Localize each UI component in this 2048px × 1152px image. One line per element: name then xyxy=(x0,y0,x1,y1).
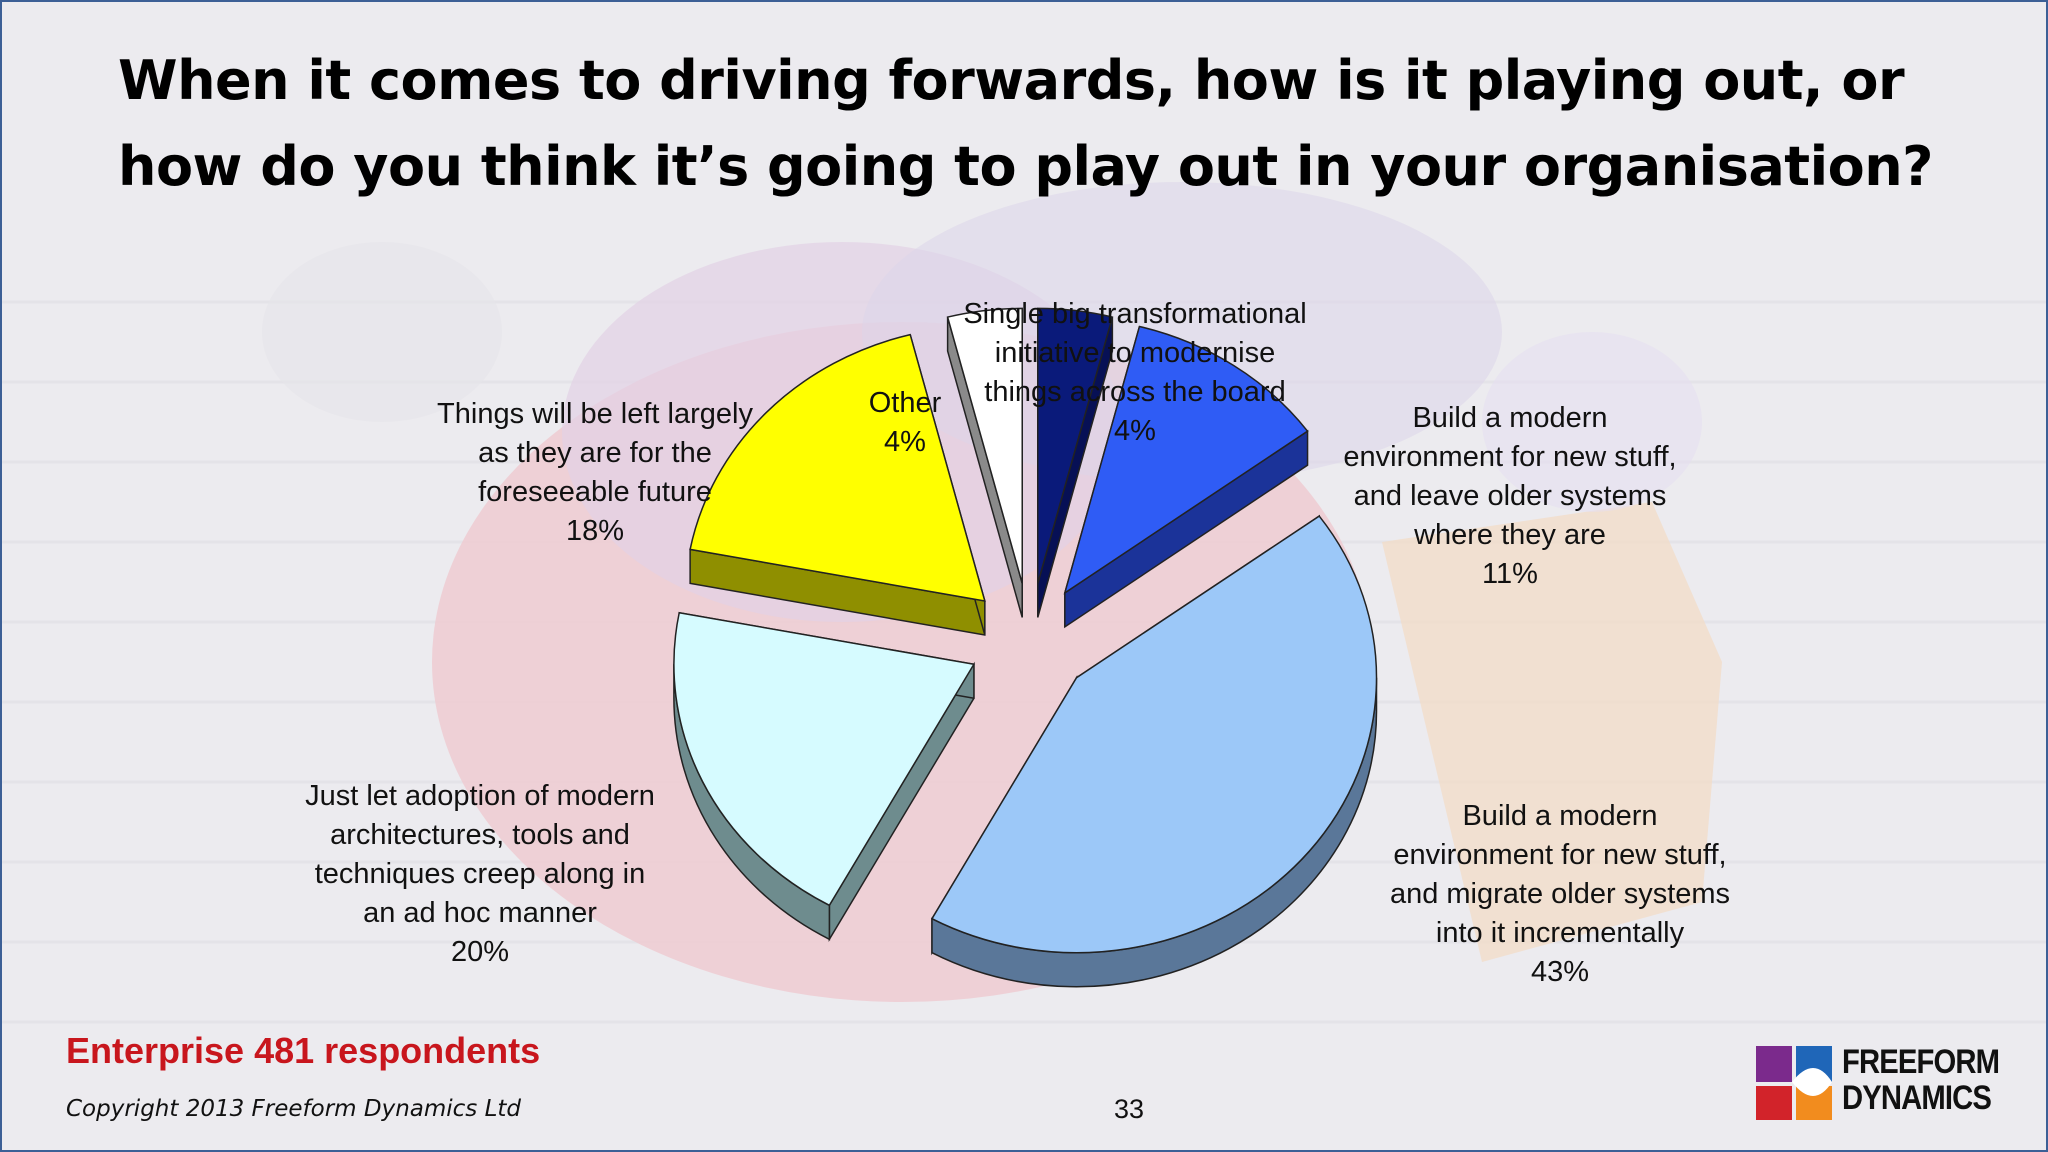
pie-slice-left-as-they-are xyxy=(689,333,986,636)
slice-label-text: Build a modern environment for new stuff… xyxy=(1343,402,1677,551)
slice-label-percent: 43% xyxy=(1530,956,1590,988)
slice-top-face xyxy=(946,307,1023,584)
slice-label-ad-hoc-adoption: Just let adoption of modern architecture… xyxy=(270,738,690,1011)
slice-label-percent: 20% xyxy=(450,936,510,968)
slice-label-migrate-incrementally: Build a modern environment for new stuff… xyxy=(1350,758,1770,1031)
copyright-text: Copyright 2013 Freeform Dynamics Ltd xyxy=(66,1096,522,1122)
logo-line-1: FREEFORM xyxy=(1842,1043,2000,1081)
slice-label-leave-older-systems: Build a modern environment for new stuff… xyxy=(1300,360,1720,633)
slice-label-percent: 18% xyxy=(565,515,625,547)
freeform-dynamics-logo-icon xyxy=(1756,1046,1832,1120)
slice-label-text: Other xyxy=(868,387,942,419)
pie-slice-migrate-incrementally xyxy=(930,514,1378,988)
slice-label-percent: 11% xyxy=(1482,558,1538,590)
slice-label-other: Other 4% xyxy=(840,345,970,501)
slice-top-face xyxy=(1037,307,1114,584)
page-number: 33 xyxy=(1114,1094,1145,1124)
logo-wordmark: FREEFORM DYNAMICS xyxy=(1842,1043,2000,1117)
pie-slice-ad-hoc-adoption xyxy=(673,611,976,942)
slice-label-percent: 4% xyxy=(884,426,926,458)
pie-slice-other xyxy=(946,307,1023,618)
slice-label-single-big-initiative: Single big transformational initiative t… xyxy=(920,256,1350,490)
slice-label-percent: 4% xyxy=(1114,415,1156,447)
slice-top-face xyxy=(673,611,976,907)
respondents-note: Enterprise 481 respondents xyxy=(66,1030,541,1071)
slice-label-text: Build a modern environment for new stuff… xyxy=(1389,800,1731,949)
slice-top-face xyxy=(1063,325,1309,595)
slice-label-text: Just let adoption of modern architecture… xyxy=(305,780,655,929)
slide-title-line-2: how do you think it’s going to play out … xyxy=(118,135,1933,198)
pie-slice-single-big-initiative xyxy=(1037,307,1114,618)
logo-line-2: DYNAMICS xyxy=(1842,1079,1992,1117)
slice-top-face xyxy=(689,333,986,602)
slice-label-left-as-they-are: Things will be left largely as they are … xyxy=(385,356,805,590)
pie-slice-leave-older-systems xyxy=(1063,325,1309,629)
slice-top-face xyxy=(930,515,1378,954)
slide-title-line-1: When it comes to driving forwards, how i… xyxy=(118,49,1905,112)
slide-title: When it comes to driving forwards, how i… xyxy=(118,38,1998,210)
slice-label-text: Things will be left largely as they are … xyxy=(437,398,753,508)
slice-label-text: Single big transformational initiative t… xyxy=(963,298,1307,408)
